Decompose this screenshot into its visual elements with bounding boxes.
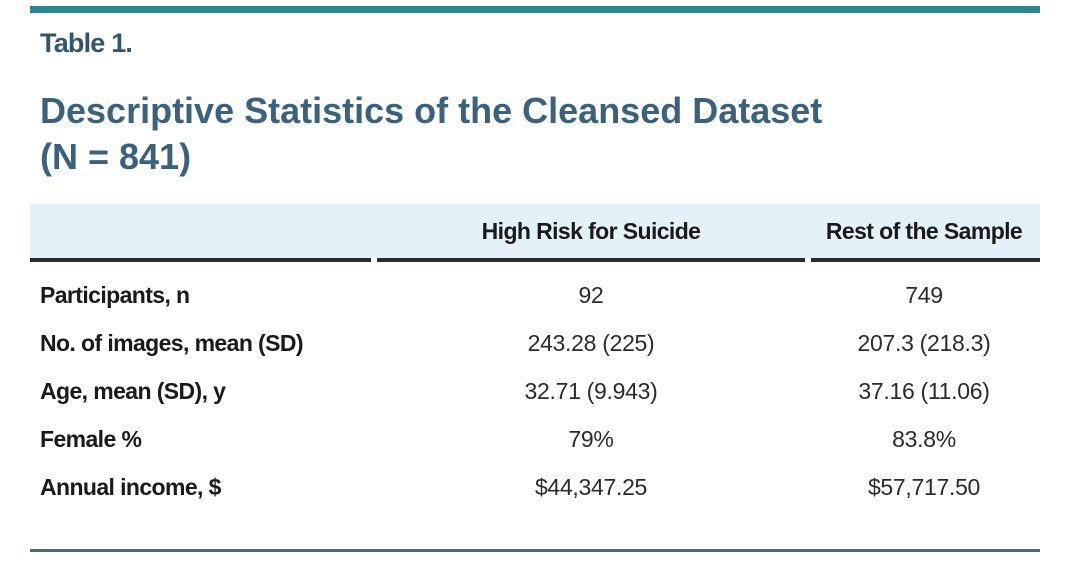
row-value-rest: 749 — [905, 281, 943, 308]
table-row-female: Female % 79% 83.8% — [30, 415, 1040, 463]
row-value-rest: 83.8% — [892, 425, 956, 452]
row-value-high-risk: 92 — [578, 281, 604, 308]
table-body: Participants, n 92 749 No. of images, me… — [30, 262, 1040, 511]
column-header-high-risk: High Risk for Suicide — [481, 217, 701, 244]
header-rule-segment — [811, 258, 1040, 262]
row-value-high-risk: 32.71 (9.943) — [524, 377, 658, 404]
top-accent-bar — [30, 6, 1040, 13]
table-row-income: Annual income, $ $44,347.25 $57,717.50 — [30, 463, 1040, 511]
statistics-table: High Risk for Suicide Rest of the Sample… — [30, 204, 1040, 511]
bottom-rule — [30, 549, 1040, 552]
row-label: Participants, n — [40, 281, 190, 308]
row-label: Female % — [40, 425, 142, 452]
table-header-row: High Risk for Suicide Rest of the Sample — [30, 204, 1040, 258]
header-rule-segment — [377, 258, 805, 262]
table-title-line2: (N = 841) — [40, 136, 192, 177]
row-label: Annual income, $ — [40, 473, 221, 500]
column-header-rest-of-sample: Rest of the Sample — [825, 217, 1023, 244]
row-label: Age, mean (SD), y — [40, 377, 226, 404]
table-title-line1: Descriptive Statistics of the Cleansed D… — [40, 90, 823, 131]
row-label: No. of images, mean (SD) — [40, 329, 304, 356]
table-row-age: Age, mean (SD), y 32.71 (9.943) 37.16 (1… — [30, 367, 1040, 415]
header-divider-rule — [30, 258, 1040, 262]
column-header-empty — [30, 204, 374, 258]
row-value-rest: $57,717.50 — [867, 473, 981, 500]
table-row-images: No. of images, mean (SD) 243.28 (225) 20… — [30, 319, 1040, 367]
row-value-rest: 37.16 (11.06) — [858, 377, 990, 404]
row-value-rest: 207.3 (218.3) — [857, 329, 991, 356]
row-value-high-risk: $44,347.25 — [534, 473, 648, 500]
table-caption: Table 1. — [40, 28, 133, 58]
header-rule-segment — [30, 258, 371, 262]
row-value-high-risk: 79% — [568, 425, 614, 452]
table-title: Descriptive Statistics of the Cleansed D… — [40, 88, 822, 180]
row-value-high-risk: 243.28 (225) — [527, 329, 655, 356]
table-row-participants: Participants, n 92 749 — [30, 271, 1040, 319]
